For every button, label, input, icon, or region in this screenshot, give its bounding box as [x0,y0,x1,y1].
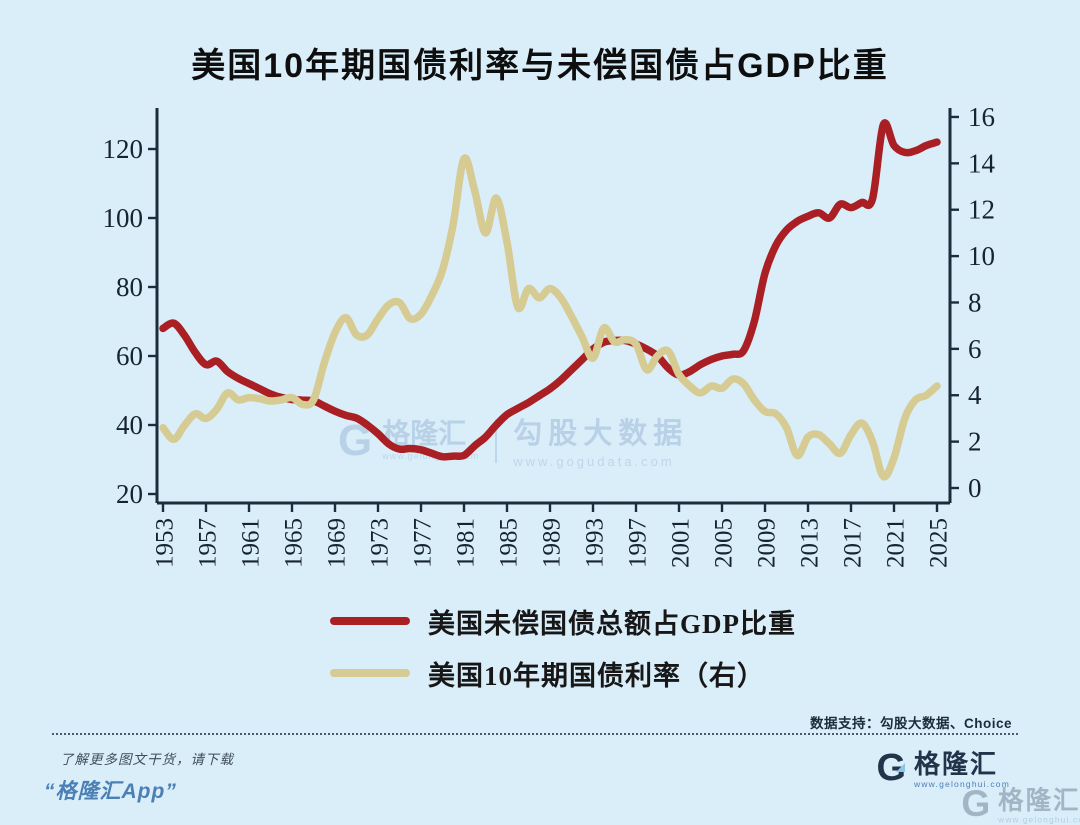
x-axis-tick-label: 1997 [625,518,652,568]
left-axis-tick-label: 40 [116,410,143,440]
legend-item-yield: 美国10年期国债利率（右） [330,656,796,691]
brand-name: 格隆汇 [998,785,1080,815]
watermark-partner-text: 勾股大数据 [513,418,689,450]
x-axis-tick-label: 2005 [711,518,738,568]
brand-text-block: 格隆汇 www.gelonghui.com [914,750,1010,789]
x-axis-tick-label: 2021 [883,518,910,568]
chart-legend: 美国未偿国债总额占GDP比重 美国10年期国债利率（右） [330,604,796,708]
watermark-partner-url: www.gogudata.com [513,454,675,469]
right-axis-tick-label: 8 [968,287,982,317]
debt-line-swatch [330,617,410,625]
page-title: 美国10年期国债利率与未偿国债占GDP比重 [191,47,889,85]
right-axis-tick-label: 4 [968,380,982,410]
x-axis-tick-label: 1973 [367,518,394,568]
left-axis-tick-label: 80 [116,272,143,302]
x-axis-tick-label: 1969 [324,518,351,568]
watermark-divider [495,419,498,463]
right-axis-tick-label: 6 [968,334,982,364]
left-axis-tick-label: 100 [103,203,144,233]
promo-text: 了解更多图文干货，请下载 [60,752,234,767]
watermark-brand-text: 格隆汇 [382,418,467,449]
x-axis-tick-label: 1989 [539,518,566,568]
x-axis-tick-label: 1965 [281,518,308,568]
right-axis-tick-label: 12 [968,195,995,225]
yield-line-swatch [330,669,410,677]
x-axis-tick-label: 1993 [582,518,609,568]
x-axis-tick-label: 2001 [668,518,695,568]
watermark-partner-block: 勾股大数据 www.gogudata.com [513,418,689,470]
brand-text-block: 格隆汇 www.gelonghui.com [999,786,1080,824]
x-axis-tick-label: 2013 [797,518,824,568]
x-axis-tick-label: 1985 [496,518,523,568]
legend-label-debt: 美国未偿国债总额占GDP比重 [428,608,796,639]
x-axis-tick-label: 2017 [840,518,867,568]
x-axis-tick-label: 1961 [238,518,265,568]
app-name-link[interactable]: “格隆汇App” [44,780,177,803]
legend-label-yield: 美国10年期国债利率（右） [428,660,765,691]
right-axis-tick-label: 14 [968,148,996,178]
x-axis-tick-label: 1981 [453,518,480,568]
data-source-note: 数据支持：勾股大数据、Choice [809,716,1012,731]
app-promo: 了解更多图文干货，请下载 “格隆汇App” [44,748,234,805]
brand-logo-watermark: G 格隆汇 www.gelonghui.com [961,783,1080,825]
x-axis-tick-label: 2025 [926,518,953,568]
brand-url: www.gelonghui.com [914,779,1010,789]
footer-divider [52,733,1018,735]
legend-item-debt: 美国未偿国债总额占GDP比重 [330,604,796,639]
brand-name: 格隆汇 [914,749,999,779]
gelonghui-logo-icon: G [961,783,991,825]
right-axis-tick-label: 10 [968,241,995,271]
x-axis-tick-label: 2009 [754,518,781,568]
gelonghui-logo-icon: G [876,747,906,789]
brand-url: www.gelonghui.com [998,814,1080,825]
x-axis-tick-label: 1957 [195,518,222,568]
x-axis-tick-label: 1953 [152,518,179,568]
left-axis-tick-label: 120 [103,134,144,164]
right-axis-tick-label: 16 [968,102,995,132]
left-axis-tick-label: 60 [116,341,143,371]
right-axis-tick-label: 2 [968,427,982,457]
brand-logo: G 格隆汇 www.gelonghui.com [876,747,1010,789]
x-axis-tick-label: 1977 [410,518,437,568]
logo-accent-triangle [896,763,905,772]
treasury-yield-line [159,154,941,481]
left-axis-tick-label: 20 [116,479,143,509]
right-axis-tick-label: 0 [968,473,982,503]
